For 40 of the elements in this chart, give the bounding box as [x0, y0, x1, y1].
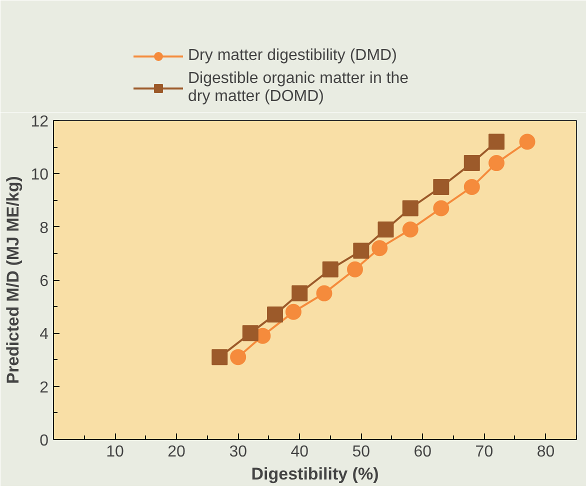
- point: [433, 200, 450, 216]
- point: [285, 304, 302, 320]
- point: [402, 222, 418, 238]
- x-tick-label: 80: [536, 444, 555, 460]
- y-tick-label: 0: [40, 432, 49, 450]
- point: [433, 178, 450, 195]
- x-axis-title: Digestibility (%): [251, 464, 379, 484]
- point: [292, 285, 308, 302]
- point: [267, 306, 284, 323]
- point: [402, 200, 418, 216]
- x-tick-label: 10: [106, 444, 124, 460]
- point: [464, 178, 480, 195]
- x-tick-label: 70: [475, 444, 494, 460]
- y-tick-label: 12: [30, 114, 49, 130]
- x-tick-label: 30: [229, 444, 248, 460]
- x-tick-label: 20: [168, 444, 186, 460]
- x-tick-label: 40: [290, 444, 309, 460]
- point: [464, 155, 480, 172]
- y-tick-label: 10: [30, 166, 49, 184]
- point: [322, 261, 338, 278]
- y-axis-title: Predicted M/D (MJ ME/kg): [4, 176, 23, 384]
- point: [488, 134, 505, 150]
- x-tick-label: 60: [414, 444, 432, 460]
- point: [353, 242, 370, 259]
- point: [242, 325, 258, 342]
- point: [488, 155, 505, 172]
- point: [372, 240, 388, 256]
- point: [519, 134, 536, 150]
- legend-label: Digestible organic matter in the dry matter (DOMD): [188, 70, 409, 106]
- legend-label: Dry matter digestibility (DMD): [188, 47, 397, 65]
- point: [316, 285, 332, 302]
- x-tick-label: 50: [352, 444, 370, 460]
- y-tick-label: 8: [40, 220, 49, 237]
- y-tick-label: 2: [40, 379, 49, 396]
- y-tick-label: 4: [40, 326, 49, 344]
- point: [230, 349, 246, 366]
- point: [378, 221, 394, 238]
- y-tick-label: 6: [40, 273, 49, 290]
- point: [212, 349, 228, 366]
- point: [346, 261, 363, 278]
